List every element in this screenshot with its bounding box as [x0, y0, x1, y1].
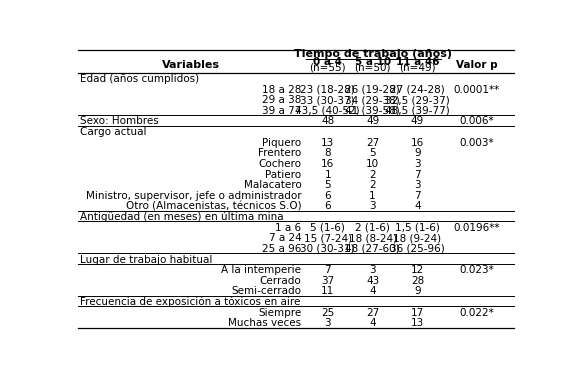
- Text: 27 (24-28): 27 (24-28): [390, 85, 445, 95]
- Text: 43,5 (40-52): 43,5 (40-52): [296, 106, 360, 116]
- Text: 41 (39-58): 41 (39-58): [345, 106, 400, 116]
- Text: A la intemperie: A la intemperie: [221, 265, 301, 275]
- Text: 3: 3: [369, 265, 376, 275]
- Text: (n=50): (n=50): [354, 63, 391, 73]
- Text: 37: 37: [321, 276, 334, 286]
- Text: 7: 7: [414, 191, 421, 201]
- Text: 0.023*: 0.023*: [459, 265, 494, 275]
- Text: 0.022*: 0.022*: [459, 308, 494, 318]
- Text: 13: 13: [321, 138, 334, 148]
- Text: Cochero: Cochero: [258, 159, 301, 169]
- Text: 0.003*: 0.003*: [459, 138, 494, 148]
- Text: 3: 3: [324, 318, 331, 328]
- Text: Valor p: Valor p: [455, 60, 497, 70]
- Text: 18 a 28: 18 a 28: [262, 85, 301, 95]
- Text: Malacatero: Malacatero: [244, 180, 301, 190]
- Text: 2: 2: [369, 170, 376, 180]
- Text: 6: 6: [324, 191, 331, 201]
- Text: Cerrado: Cerrado: [259, 276, 301, 286]
- Text: 16: 16: [321, 159, 334, 169]
- Text: 29 a 38: 29 a 38: [262, 95, 301, 105]
- Text: 16: 16: [411, 138, 424, 148]
- Text: 0.0001**: 0.0001**: [453, 85, 500, 95]
- Text: 2: 2: [369, 180, 376, 190]
- Text: 3: 3: [414, 180, 421, 190]
- Text: 5 (1-6): 5 (1-6): [310, 223, 345, 233]
- Text: 33 (30-37): 33 (30-37): [300, 95, 355, 105]
- Text: 3: 3: [414, 159, 421, 169]
- Text: Lugar de trabajo habitual: Lugar de trabajo habitual: [79, 255, 212, 265]
- Text: 49: 49: [366, 116, 379, 126]
- Text: 11: 11: [321, 286, 334, 296]
- Text: 5: 5: [369, 148, 376, 158]
- Text: Patiero: Patiero: [265, 170, 301, 180]
- Text: 48 (27-60): 48 (27-60): [345, 244, 400, 254]
- Text: Otro (Almacenistas, técnicos S.O): Otro (Almacenistas, técnicos S.O): [126, 201, 301, 211]
- Text: 18 (9-24): 18 (9-24): [393, 233, 442, 243]
- Text: 34 (29-38): 34 (29-38): [345, 95, 400, 105]
- Text: Frentero: Frentero: [258, 148, 301, 158]
- Text: 0.0196**: 0.0196**: [453, 223, 500, 233]
- Text: 30 (30-31): 30 (30-31): [300, 244, 355, 254]
- Text: Edad (años cumplidos): Edad (años cumplidos): [79, 74, 199, 84]
- Text: 1,5 (1-6): 1,5 (1-6): [395, 223, 440, 233]
- Text: Semi-cerrado: Semi-cerrado: [231, 286, 301, 296]
- Text: 0 a 4: 0 a 4: [313, 57, 342, 67]
- Text: 5 a 10: 5 a 10: [355, 57, 390, 67]
- Text: Ministro, supervisor, jefe o administrador: Ministro, supervisor, jefe o administrad…: [86, 191, 301, 201]
- Text: 9: 9: [414, 286, 421, 296]
- Text: 26 (19-28): 26 (19-28): [345, 85, 400, 95]
- Text: Tiempo de trabajo (años): Tiempo de trabajo (años): [294, 49, 451, 59]
- Text: 32,5 (29-37): 32,5 (29-37): [385, 95, 450, 105]
- Text: 25 a 96: 25 a 96: [262, 244, 301, 254]
- Text: 48,5 (39-77): 48,5 (39-77): [385, 106, 450, 116]
- Text: 12: 12: [411, 265, 424, 275]
- Text: 15 (7-24): 15 (7-24): [304, 233, 352, 243]
- Text: 7: 7: [414, 170, 421, 180]
- Text: 23 (18-28): 23 (18-28): [300, 85, 355, 95]
- Text: 27: 27: [366, 138, 379, 148]
- Text: (n=49): (n=49): [399, 63, 436, 73]
- Text: 13: 13: [411, 318, 424, 328]
- Text: 1: 1: [324, 170, 331, 180]
- Text: 1 a 6: 1 a 6: [275, 223, 301, 233]
- Text: 4: 4: [369, 286, 376, 296]
- Text: 43: 43: [366, 276, 379, 286]
- Text: 10: 10: [366, 159, 379, 169]
- Text: Frecuencia de exposición a tóxicos en aire: Frecuencia de exposición a tóxicos en ai…: [79, 297, 300, 307]
- Text: 25: 25: [321, 308, 334, 318]
- Text: 7 a 24: 7 a 24: [269, 233, 301, 243]
- Text: 17: 17: [411, 308, 424, 318]
- Text: Siempre: Siempre: [258, 308, 301, 318]
- Text: 6: 6: [324, 201, 331, 211]
- Text: 36 (25-96): 36 (25-96): [390, 244, 445, 254]
- Text: 18 (8-24): 18 (8-24): [348, 233, 397, 243]
- Text: 0.006*: 0.006*: [459, 116, 494, 126]
- Text: (n=55): (n=55): [309, 63, 346, 73]
- Text: 3: 3: [369, 201, 376, 211]
- Text: 11 a 46: 11 a 46: [396, 57, 439, 67]
- Text: Variables: Variables: [162, 60, 220, 70]
- Text: 49: 49: [411, 116, 424, 126]
- Text: 4: 4: [369, 318, 376, 328]
- Text: Cargo actual: Cargo actual: [79, 127, 146, 137]
- Text: 48: 48: [321, 116, 334, 126]
- Text: 39 a 77: 39 a 77: [262, 106, 301, 116]
- Text: Sexo: Hombres: Sexo: Hombres: [79, 116, 158, 126]
- Text: 9: 9: [414, 148, 421, 158]
- Text: 1: 1: [369, 191, 376, 201]
- Text: 5: 5: [324, 180, 331, 190]
- Text: 4: 4: [414, 201, 421, 211]
- Text: 2 (1-6): 2 (1-6): [355, 223, 390, 233]
- Text: Piquero: Piquero: [262, 138, 301, 148]
- Text: 28: 28: [411, 276, 424, 286]
- Text: Antigüedad (en meses) en última mina: Antigüedad (en meses) en última mina: [79, 212, 283, 222]
- Text: 27: 27: [366, 308, 379, 318]
- Text: Muchas veces: Muchas veces: [228, 318, 301, 328]
- Text: 7: 7: [324, 265, 331, 275]
- Text: 8: 8: [324, 148, 331, 158]
